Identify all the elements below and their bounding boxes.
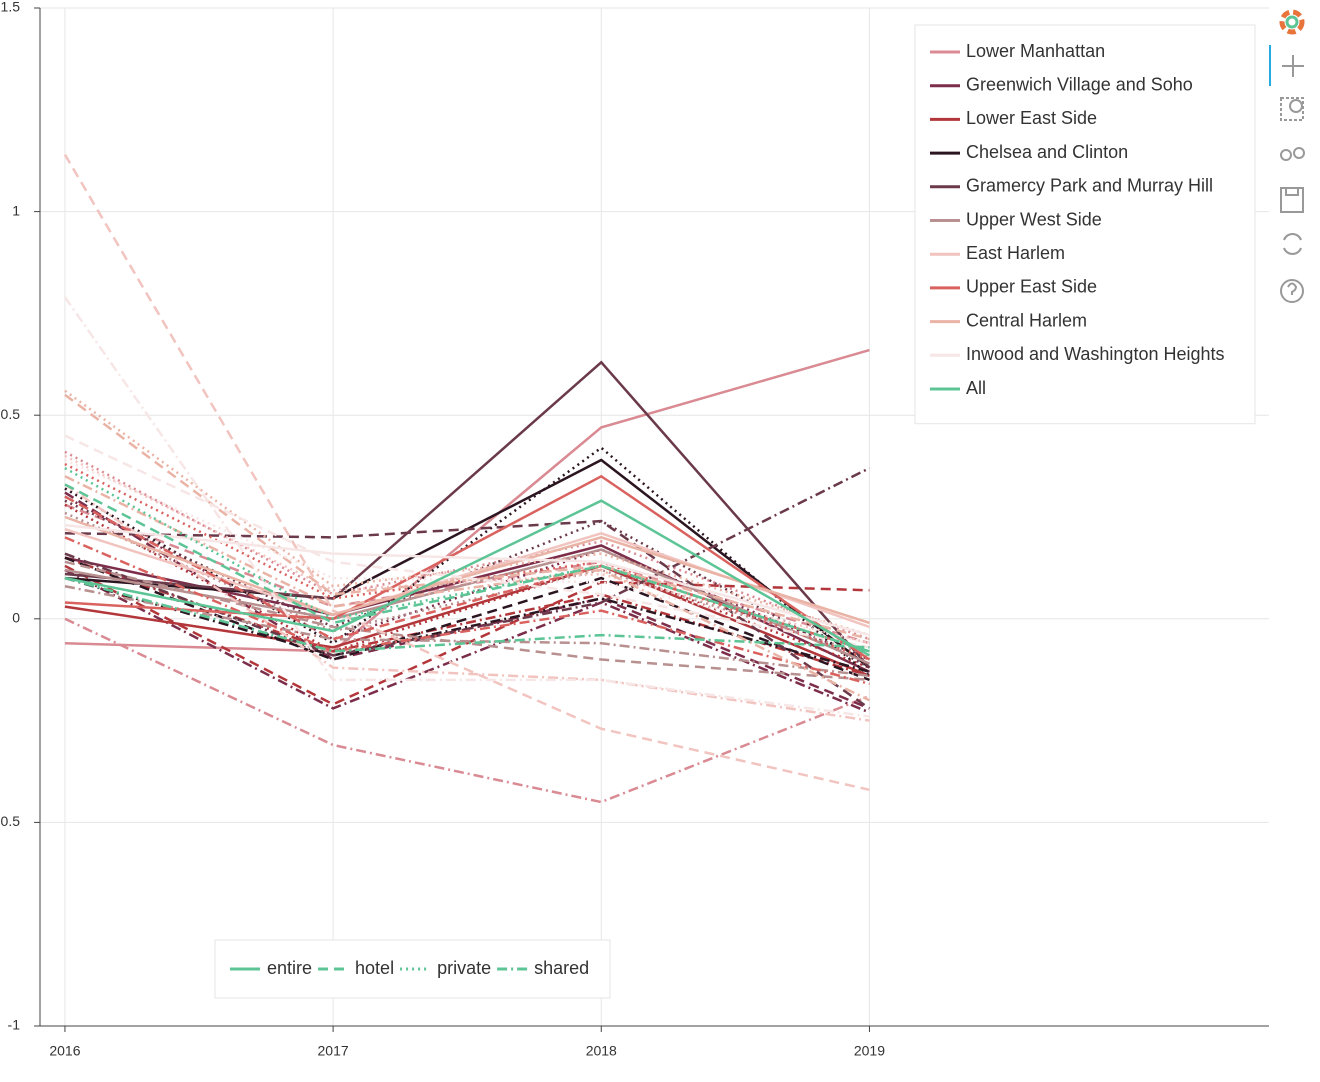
axes: -1 -0.5 0 0.5 1 1.5 2016 2017 2018 2019	[0, 0, 1269, 1059]
legend-label: entire	[267, 958, 312, 978]
legend-label: shared	[534, 958, 589, 978]
series-line	[64, 523, 870, 637]
series-line	[64, 434, 870, 649]
y-tick-label: 1	[12, 202, 20, 218]
legend-box	[914, 24, 1256, 425]
legend-label: East Harlem	[966, 243, 1065, 263]
series-line	[63, 153, 870, 792]
series-line	[64, 450, 870, 641]
y-tick-label: 1.5	[1, 0, 21, 15]
series-line	[64, 467, 870, 653]
series-line	[64, 519, 871, 710]
series-line	[64, 483, 870, 653]
x-tick-label: 2017	[318, 1043, 349, 1059]
series-line	[64, 556, 870, 682]
y-tick-label: 0	[12, 610, 20, 626]
bokeh-logo[interactable]	[1279, 9, 1305, 35]
series-line	[64, 564, 870, 706]
series-line	[64, 515, 870, 625]
legend-label: Upper East Side	[966, 277, 1097, 297]
help-tool[interactable]	[1280, 279, 1304, 303]
y-tick-label: 0.5	[1, 406, 21, 422]
box-zoom-tool[interactable]	[1280, 97, 1304, 121]
series-line	[64, 458, 870, 645]
wheel-zoom-tool[interactable]	[1280, 147, 1305, 161]
y-tick-label: -1	[8, 1017, 21, 1033]
y-tick-label: -0.5	[0, 813, 20, 829]
pan-tool[interactable]	[1282, 55, 1304, 77]
legend-label: Central Harlem	[966, 310, 1087, 330]
x-tick-label: 2016	[49, 1043, 80, 1059]
series-line	[64, 617, 870, 804]
series-line	[64, 499, 871, 657]
legend-label: hotel	[355, 958, 394, 978]
toolbar	[1269, 9, 1305, 303]
reset-tool[interactable]	[1283, 233, 1302, 255]
x-tick-label: 2018	[586, 1043, 617, 1059]
x-tick-label: 2019	[854, 1043, 885, 1059]
legend-label: Gramercy Park and Murray Hill	[966, 176, 1213, 196]
lines	[63, 153, 871, 804]
legend-label: All	[966, 378, 986, 398]
series-line	[64, 360, 871, 669]
series-line	[64, 483, 870, 722]
series-line	[64, 511, 870, 657]
save-tool[interactable]	[1280, 187, 1304, 213]
series-line	[64, 536, 870, 686]
series-line	[64, 584, 870, 678]
legend-label: Inwood and Washington Heights	[966, 344, 1225, 364]
grid	[40, 7, 1269, 1027]
series-line	[64, 446, 871, 677]
legend-label: Chelsea and Clinton	[966, 142, 1128, 162]
legend-label: Upper West Side	[966, 209, 1102, 229]
series-line	[64, 348, 870, 653]
series-line	[64, 576, 870, 653]
series-line	[64, 568, 870, 714]
legend-label: Lower Manhattan	[966, 41, 1105, 61]
series-line	[64, 474, 871, 661]
legends: Lower Manhattan Greenwich Village and Soh…	[214, 24, 1256, 999]
series-line	[64, 475, 870, 702]
legend-label: Greenwich Village and Soho	[966, 74, 1193, 94]
legend-label: Lower East Side	[966, 108, 1097, 128]
series-line	[63, 296, 870, 718]
legend-label: private	[437, 958, 491, 978]
series-line	[64, 564, 870, 677]
